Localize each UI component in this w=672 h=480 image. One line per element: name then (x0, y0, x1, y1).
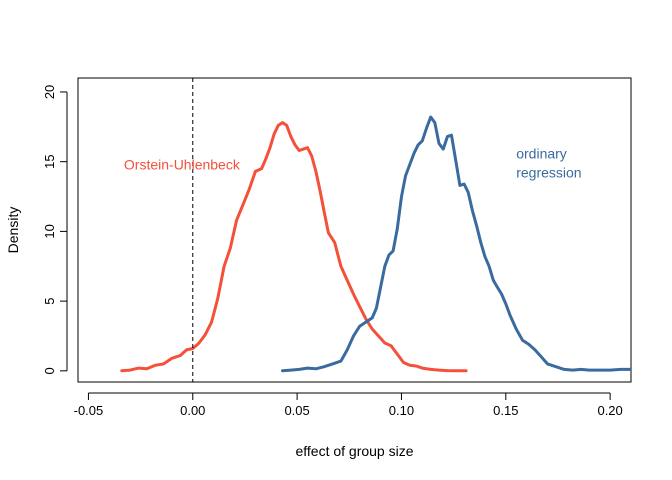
x-tick-label: 0.00 (180, 403, 205, 418)
ols-series-label: regression (516, 164, 581, 180)
plot-frame (77, 77, 632, 383)
x-tick-label: 0.05 (284, 403, 309, 418)
plot-area (77, 77, 632, 383)
x-axis: -0.05 0.00 0.05 0.10 0.15 0.20 (74, 392, 623, 418)
y-tick-label: 15 (42, 154, 57, 168)
y-axis: 0 5 10 15 20 (42, 85, 68, 374)
x-tick-label: -0.05 (74, 403, 104, 418)
x-tick-label: 0.10 (389, 403, 414, 418)
ou-series-label: Orstein-Uhlenbeck (124, 156, 241, 172)
y-tick-label: 20 (42, 85, 57, 99)
y-tick-label: 0 (42, 367, 57, 374)
ols-density-curve (281, 115, 631, 373)
x-tick-label: 0.20 (597, 403, 622, 418)
y-axis-title: Density (5, 207, 21, 254)
y-tick-label: 5 (42, 298, 57, 305)
ou-density-curve (120, 121, 468, 373)
ols-series-label: ordinary (516, 145, 567, 161)
x-axis-title: effect of group size (295, 443, 413, 459)
x-tick-label: 0.15 (493, 403, 518, 418)
y-tick-label: 10 (42, 224, 57, 238)
